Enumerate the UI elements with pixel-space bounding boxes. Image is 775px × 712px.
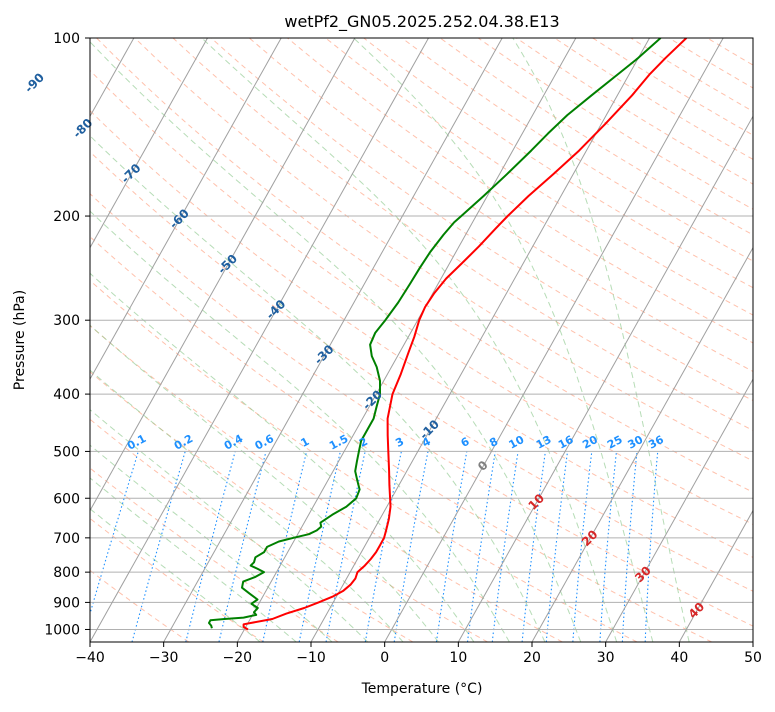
- chart-title: wetPf2_GN05.2025.252.04.38.E13: [284, 12, 559, 32]
- y-tick-label: 200: [53, 209, 80, 225]
- y-tick-label: 900: [53, 595, 80, 611]
- x-tick-label: 0: [380, 650, 389, 666]
- x-tick-label: −30: [149, 650, 179, 666]
- x-tick-label: 50: [744, 650, 762, 666]
- y-tick-label: 700: [53, 531, 80, 547]
- x-axis-label: Temperature (°C): [361, 681, 483, 697]
- x-tick-label: −10: [296, 650, 326, 666]
- y-tick-label: 800: [53, 565, 80, 581]
- y-tick-label: 400: [53, 387, 80, 403]
- x-tick-label: −40: [75, 650, 105, 666]
- y-tick-label: 600: [53, 491, 80, 507]
- y-tick-label: 300: [53, 313, 80, 329]
- y-tick-label: 1000: [44, 622, 80, 638]
- x-tick-label: −20: [223, 650, 253, 666]
- x-tick-label: 30: [597, 650, 615, 666]
- y-axis-label: Pressure (hPa): [12, 290, 28, 390]
- y-tick-label: 100: [53, 31, 80, 47]
- x-tick-label: 40: [670, 650, 688, 666]
- y-tick-label: 500: [53, 444, 80, 460]
- x-tick-label: 10: [449, 650, 467, 666]
- x-tick-label: 20: [523, 650, 541, 666]
